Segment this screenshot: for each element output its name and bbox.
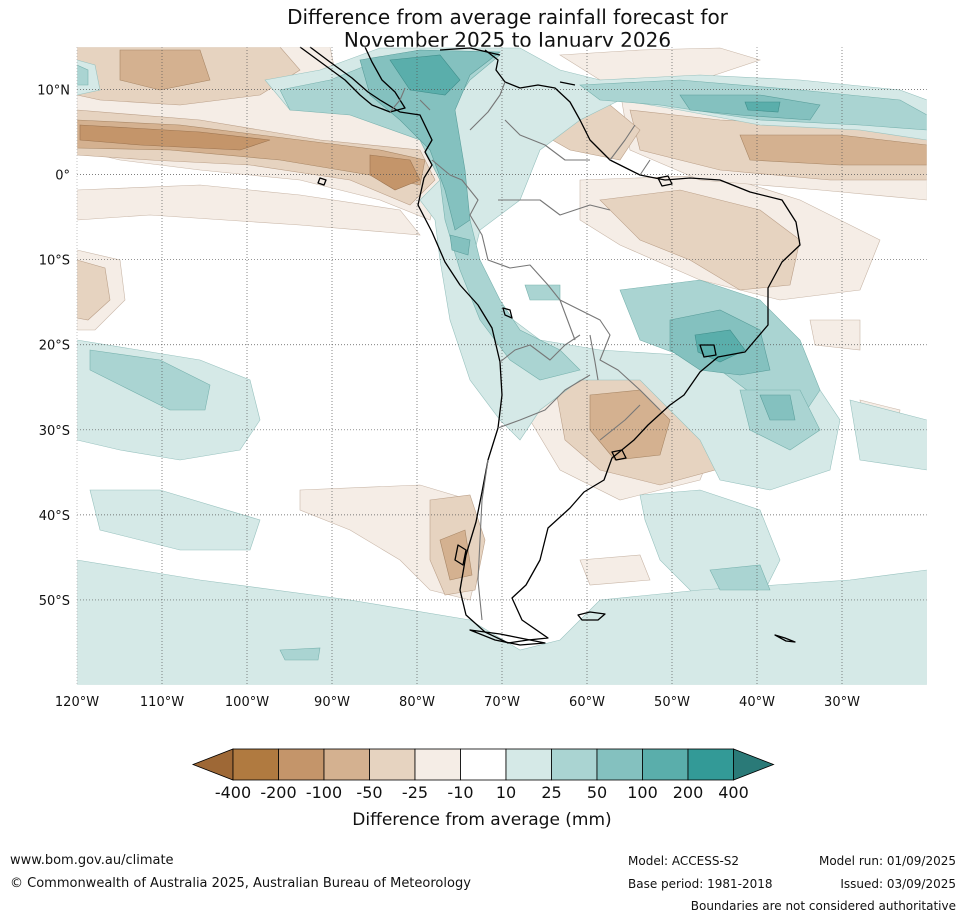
- coastline-caribbean-islands: [439, 47, 576, 86]
- coastlines: [299, 46, 801, 646]
- coastline-tierra-del-fuego: [469, 629, 546, 646]
- colorbar-tick-label: 50: [587, 783, 607, 802]
- colorbar-swatch: [551, 748, 598, 781]
- footer-disclaimer: Boundaries are not considered authoritat…: [690, 899, 956, 913]
- coastline-falklands: [577, 611, 606, 621]
- coastline-lagoa-dos-patos: [611, 344, 717, 461]
- anomaly-area-dry-strong: [77, 49, 927, 581]
- colorbar-swatch: [460, 748, 507, 781]
- colorbar-tick-label: -200: [260, 783, 296, 802]
- footer-model: Model: ACCESS-S2: [628, 854, 740, 868]
- latitude-label: 30°S: [39, 424, 70, 439]
- longitude-label: 40°W: [739, 695, 775, 710]
- colorbar-swatch: [642, 748, 689, 781]
- latitude-label: 40°S: [39, 509, 70, 524]
- longitude-label: 30°W: [824, 695, 860, 710]
- country-borders: [389, 81, 661, 621]
- longitude-label: 120°W: [55, 695, 99, 710]
- coastline-south-georgia: [774, 634, 796, 643]
- latitude-label: 50°S: [39, 594, 70, 609]
- colorbar-tick-label: -400: [215, 783, 251, 802]
- colorbar-tick-label: -25: [402, 783, 428, 802]
- latitude-label: 10°N: [37, 84, 70, 99]
- longitude-label: 110°W: [140, 695, 184, 710]
- footer-website[interactable]: www.bom.gov.au/climate: [10, 853, 174, 868]
- colorbar-tick-label: -50: [356, 783, 382, 802]
- colorbar-tick-label: 25: [541, 783, 561, 802]
- longitude-label: 50°W: [654, 695, 690, 710]
- coastline-marajo: [657, 175, 673, 187]
- longitude-label: 60°W: [569, 695, 605, 710]
- colorbar: -400 -200 -100 -50 -25 -10 10 25 50 100 200 400 Diff…: [191, 748, 775, 830]
- latitude-label: 0°: [55, 169, 70, 184]
- latitude-label: 10°S: [39, 254, 70, 269]
- colorbar-tick-label: -10: [447, 783, 473, 802]
- coastline-lake-titicaca: [502, 307, 513, 319]
- map-frame: [76, 46, 928, 686]
- longitude-label: 70°W: [484, 695, 520, 710]
- rainfall-anomaly-field: [77, 47, 927, 685]
- colorbar-tick-label: 200: [673, 783, 704, 802]
- longitude-label: 80°W: [399, 695, 435, 710]
- footer-model-run: Model run: 01/09/2025: [818, 854, 956, 868]
- colorbar-swatch: [687, 748, 734, 781]
- colorbar-swatch: [369, 748, 416, 781]
- colorbar-tick-label: 400: [718, 783, 749, 802]
- colorbar-swatch: [323, 748, 370, 781]
- anomaly-area-dry-very-strong: [79, 124, 421, 191]
- map-title-line1: Difference from average rainfall forecas…: [287, 5, 728, 29]
- colorbar-tick-label: -100: [306, 783, 342, 802]
- coastline-galapagos: [317, 177, 327, 186]
- latitude-label: 20°S: [39, 339, 70, 354]
- coastline-central-america: [299, 46, 406, 113]
- longitude-label: 90°W: [314, 695, 350, 710]
- colorbar-tick-label: 10: [496, 783, 516, 802]
- colorbar-swatch: [232, 748, 279, 781]
- footer-issued: Issued: 03/09/2025: [840, 877, 956, 891]
- colorbar-swatch: [596, 748, 643, 781]
- colorbar-tick-label: 100: [627, 783, 658, 802]
- footer-base-period: Base period: 1981-2018: [628, 877, 773, 891]
- latitude-labels: 10°N 0° 10°S 20°S 30°S 40°S 50°S: [37, 84, 70, 609]
- longitude-labels: 120°W 110°W 100°W 90°W 80°W 70°W 60°W 50°W 40°W 3…: [55, 695, 860, 710]
- colorbar-swatch: [505, 748, 552, 781]
- coastline-chiloe: [454, 544, 467, 566]
- coastline-south-america: [309, 46, 801, 644]
- anomaly-area-wet-very-strong: [389, 54, 781, 363]
- longitude-label: 100°W: [225, 695, 269, 710]
- colorbar-extend-high: [733, 748, 775, 781]
- colorbar-swatch: [278, 748, 325, 781]
- colorbar-title: Difference from average (mm): [352, 810, 611, 830]
- colorbar-swatch: [414, 748, 461, 781]
- footer-copyright: © Commonwealth of Australia 2025, Austra…: [10, 876, 471, 891]
- colorbar-extend-low: [191, 748, 234, 781]
